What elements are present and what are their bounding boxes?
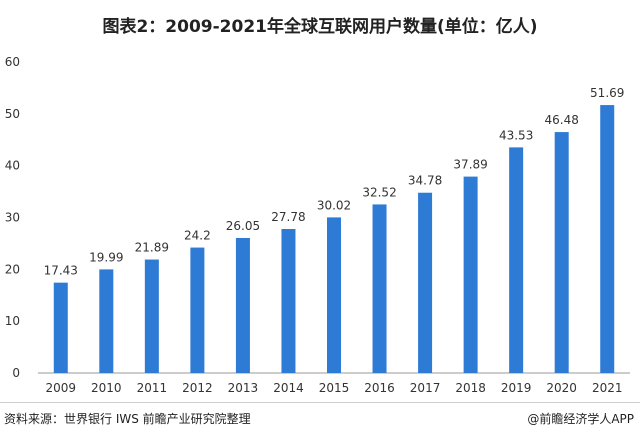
bar-value-label: 46.48 (545, 113, 579, 127)
bar-value-label: 21.89 (135, 241, 169, 255)
bar (281, 229, 296, 373)
bar-value-label: 34.78 (408, 174, 442, 188)
bar-value-label: 43.53 (499, 128, 533, 142)
x-tick-label: 2010 (91, 381, 122, 395)
bar (463, 176, 478, 373)
x-tick-label: 2017 (410, 381, 441, 395)
x-tick-label: 2018 (455, 381, 486, 395)
data-labels: 17.43 19.99 21.89 24.2 26.05 27.78 30.02 32.52 3… (44, 86, 625, 278)
bar-value-label: 19.99 (89, 250, 123, 264)
source-note: 资料来源：世界银行 IWS 前瞻产业研究院整理 (4, 412, 251, 426)
bar (600, 105, 615, 374)
bar (418, 192, 433, 373)
y-tick-label: 10 (5, 314, 20, 328)
y-tick-label: 60 (5, 55, 20, 69)
bar (144, 259, 159, 373)
credit-text: @前瞻经济学人APP (527, 412, 634, 426)
y-tick-label: 0 (12, 366, 20, 380)
bar-value-label: 27.78 (271, 210, 305, 224)
y-tick-label: 40 (5, 159, 20, 173)
y-tick-label: 30 (5, 211, 20, 225)
x-tick-label: 2019 (501, 381, 532, 395)
bar (190, 247, 205, 373)
chart-title: 图表2：2009-2021年全球互联网用户数量(单位：亿人) (102, 17, 538, 37)
bars (53, 105, 615, 374)
bar (53, 282, 68, 373)
x-tick-label: 2012 (182, 381, 213, 395)
bar (235, 237, 250, 373)
bar-value-label: 26.05 (226, 219, 260, 233)
x-tick-label: 2014 (273, 381, 304, 395)
x-axis: 2009 2010 2011 2012 2013 2014 2015 2016 2017 2018… (38, 372, 630, 395)
bar-value-label: 24.2 (184, 229, 211, 243)
x-tick-label: 2009 (45, 381, 76, 395)
bar-value-label: 30.02 (317, 198, 351, 212)
bar-value-label: 17.43 (44, 264, 78, 278)
bar (554, 132, 569, 373)
bar (327, 217, 341, 373)
y-axis: 0 10 20 30 40 50 60 (5, 55, 20, 380)
bar-value-label: 51.69 (590, 86, 624, 100)
footer-divider (0, 402, 640, 403)
bar (99, 269, 114, 373)
x-tick-label: 2016 (364, 381, 395, 395)
bar-value-label: 37.89 (453, 158, 487, 172)
x-tick-label: 2015 (319, 381, 350, 395)
bar (372, 204, 387, 373)
bar (509, 147, 524, 373)
x-tick-label: 2021 (592, 381, 623, 395)
x-tick-label: 2020 (546, 381, 577, 395)
y-tick-label: 50 (5, 107, 20, 121)
bar-value-label: 32.52 (362, 185, 396, 199)
x-tick-label: 2011 (137, 381, 168, 395)
x-tick-label: 2013 (228, 381, 259, 395)
y-tick-label: 20 (5, 262, 20, 276)
